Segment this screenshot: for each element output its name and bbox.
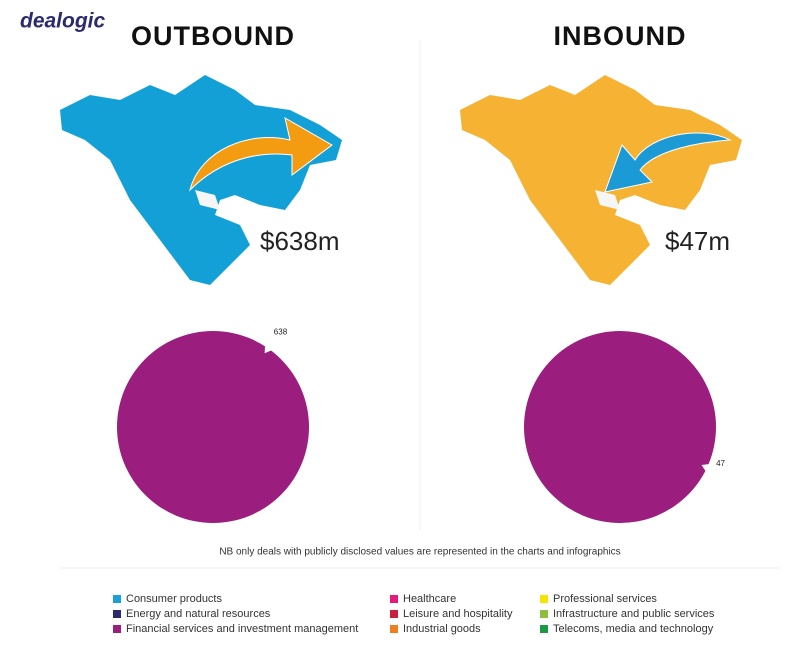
map bbox=[60, 75, 342, 285]
legend-swatch bbox=[540, 595, 548, 603]
legend-swatch bbox=[113, 595, 121, 603]
map bbox=[460, 75, 742, 285]
legend-swatch bbox=[540, 610, 548, 618]
legend-label: Healthcare bbox=[403, 593, 456, 605]
data-label: 47 bbox=[716, 459, 725, 468]
amount: $47m bbox=[665, 226, 730, 256]
legend-label: Leisure and hospitality bbox=[403, 608, 513, 620]
legend-swatch bbox=[390, 625, 398, 633]
legend-label: Professional services bbox=[553, 593, 657, 605]
legend-swatch bbox=[540, 625, 548, 633]
heading: OUTBOUND bbox=[131, 21, 295, 51]
pie-slice bbox=[524, 331, 716, 523]
legend-label: Infrastructure and public services bbox=[553, 608, 715, 620]
legend-swatch bbox=[390, 595, 398, 603]
pie-slice bbox=[117, 331, 309, 523]
legend-label: Financial services and investment manage… bbox=[126, 623, 358, 635]
legend-label: Energy and natural resources bbox=[126, 608, 271, 620]
pie-notch bbox=[264, 344, 274, 354]
legend-label: Industrial goods bbox=[403, 623, 481, 635]
data-label: 638 bbox=[274, 327, 288, 336]
legend-swatch bbox=[390, 610, 398, 618]
heading: INBOUND bbox=[554, 21, 687, 51]
legend-swatch bbox=[113, 610, 121, 618]
legend-label: Telecoms, media and technology bbox=[553, 623, 714, 635]
pie-notch bbox=[701, 463, 711, 473]
note: NB only deals with publicly disclosed va… bbox=[219, 547, 620, 558]
legend-label: Consumer products bbox=[126, 593, 222, 605]
amount: $638m bbox=[260, 226, 340, 256]
logo: dealogic bbox=[20, 10, 106, 33]
legend-swatch bbox=[113, 625, 121, 633]
